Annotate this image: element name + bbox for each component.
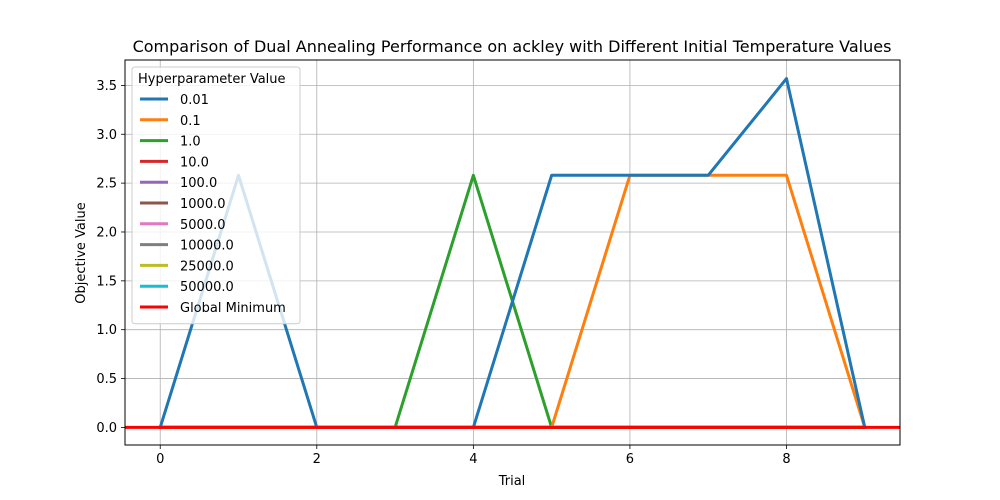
legend: Hyperparameter Value 0.01 0.1 1.0 10.0 100.0 1… (131, 66, 301, 325)
x-tick-label: 4 (469, 452, 477, 467)
y-tick-label: 0.5 (96, 372, 117, 387)
legend-label: Global Minimum (180, 301, 286, 316)
legend-label: 100.0 (180, 176, 217, 191)
x-tick-label: 2 (313, 452, 321, 467)
y-tick-label: 2.5 (96, 177, 117, 192)
y-tick-label: 0.0 (96, 421, 117, 436)
x-tick-label: 6 (626, 452, 634, 467)
y-axis-label: Objective Value (74, 202, 89, 303)
x-axis-label: Trial (498, 474, 526, 489)
x-tick-label: 8 (782, 452, 790, 467)
legend-label: 10.0 (180, 155, 209, 170)
y-tick-label: 3.5 (96, 79, 117, 94)
plot-series (125, 77, 900, 430)
plot-frame (124, 59, 901, 446)
axis-ticks: 0 2 4 6 8 0.0 0.5 1.0 1.5 2.0 2.5 3.0 3.5 (96, 79, 790, 467)
y-tick-label: 3.0 (96, 128, 117, 143)
chart-title: Comparison of Dual Annealing Performance… (133, 37, 892, 56)
legend-label: 25000.0 (180, 259, 234, 274)
y-tick-label: 1.0 (96, 323, 117, 338)
legend-box (131, 66, 301, 325)
legend-label: 1000.0 (180, 197, 226, 212)
y-tick-label: 2.0 (96, 225, 117, 240)
legend-label: 10000.0 (180, 239, 234, 254)
legend-label: 5000.0 (180, 218, 226, 233)
legend-label: 50000.0 (180, 280, 234, 295)
x-tick-label: 0 (156, 452, 164, 467)
legend-label: 1.0 (180, 135, 201, 150)
legend-title: Hyperparameter Value (138, 72, 286, 87)
legend-label: 0.01 (180, 93, 209, 108)
legend-label: 0.1 (180, 114, 201, 129)
y-tick-label: 1.5 (96, 274, 117, 289)
